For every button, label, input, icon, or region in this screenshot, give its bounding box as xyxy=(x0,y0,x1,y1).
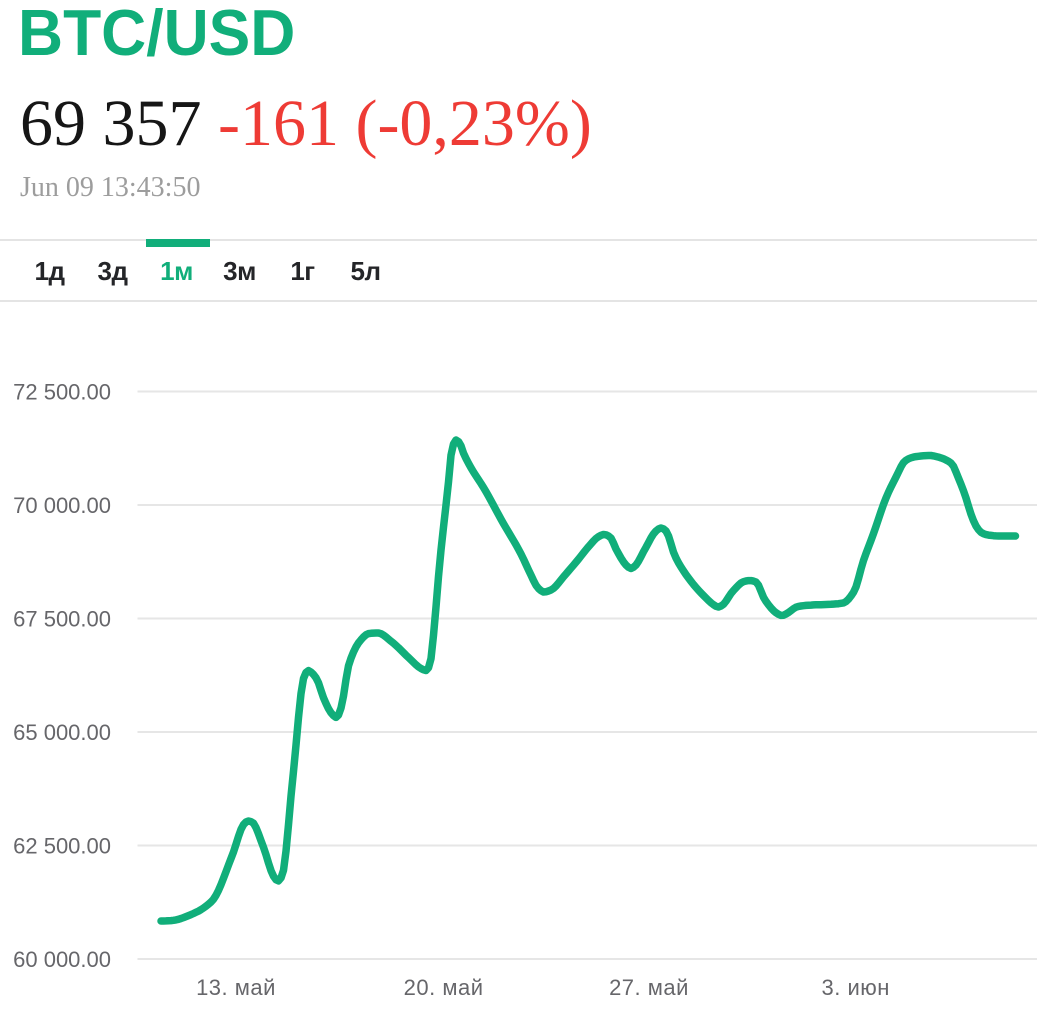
svg-text:3. июн: 3. июн xyxy=(821,975,889,1000)
svg-text:72 500.00: 72 500.00 xyxy=(13,380,111,405)
svg-text:13. май: 13. май xyxy=(196,975,276,1000)
svg-text:62 500.00: 62 500.00 xyxy=(13,834,111,859)
svg-text:20. май: 20. май xyxy=(404,975,484,1000)
svg-text:65 000.00: 65 000.00 xyxy=(13,720,111,745)
svg-text:70 000.00: 70 000.00 xyxy=(13,493,111,518)
svg-text:60 000.00: 60 000.00 xyxy=(13,947,111,972)
svg-text:67 500.00: 67 500.00 xyxy=(13,607,111,632)
svg-text:27. май: 27. май xyxy=(609,975,689,1000)
